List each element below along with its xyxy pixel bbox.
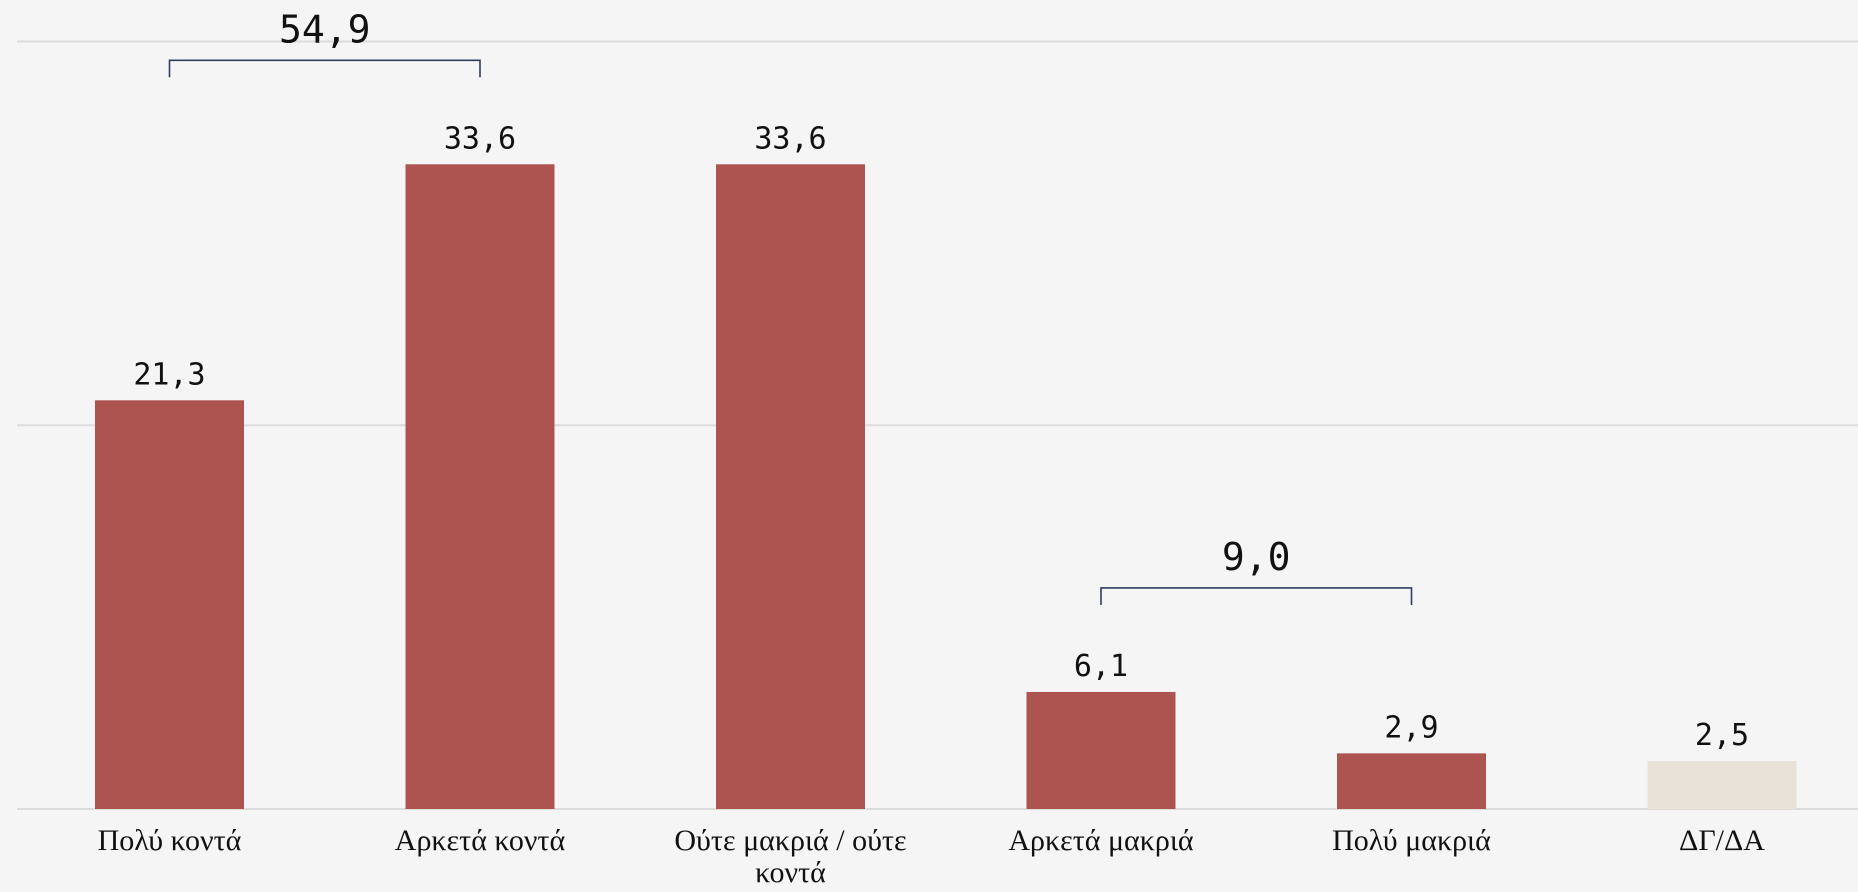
bracket xyxy=(1100,587,1413,605)
x-tick-label: Πολύ μακριά xyxy=(1332,825,1491,857)
data-label: 33,6 xyxy=(444,121,516,156)
x-tick-label-box: Πολύ κοντά xyxy=(97,825,242,857)
x-tick-label-box: Πολύ μακριά xyxy=(1332,825,1491,857)
bracket-label: 54,9 xyxy=(279,7,371,51)
bar xyxy=(716,164,865,810)
data-label: 33,6 xyxy=(754,121,826,156)
data-label: 6,1 xyxy=(1074,649,1128,684)
bar xyxy=(1647,761,1797,809)
x-tick-label: Ούτε μακριά / ούτε κοντά xyxy=(674,825,907,889)
x-tick-label: Αρκετά κοντά xyxy=(394,825,566,857)
bar xyxy=(1026,691,1176,809)
x-tick-label-box: ΔΓ/ΔΑ xyxy=(1679,825,1765,857)
x-tick-label: Αρκετά μακριά xyxy=(1008,825,1194,857)
x-tick-label: Πολύ κοντά xyxy=(97,825,242,857)
data-label: 2,5 xyxy=(1695,718,1749,753)
data-label: 21,3 xyxy=(133,357,205,392)
x-tick-label-box: Αρκετά μακριά xyxy=(1008,825,1194,857)
x-tick-label-box: Αρκετά κοντά xyxy=(394,825,566,857)
bar xyxy=(1337,753,1486,809)
bracket-label: 9,0 xyxy=(1222,535,1291,579)
bar xyxy=(405,164,555,810)
x-tick-label: ΔΓ/ΔΑ xyxy=(1679,825,1765,857)
x-tick-label-box: Ούτε μακριά / ούτε κοντά xyxy=(674,825,907,889)
data-label: 2,9 xyxy=(1384,710,1438,745)
bar xyxy=(95,400,244,809)
bracket xyxy=(168,59,481,78)
